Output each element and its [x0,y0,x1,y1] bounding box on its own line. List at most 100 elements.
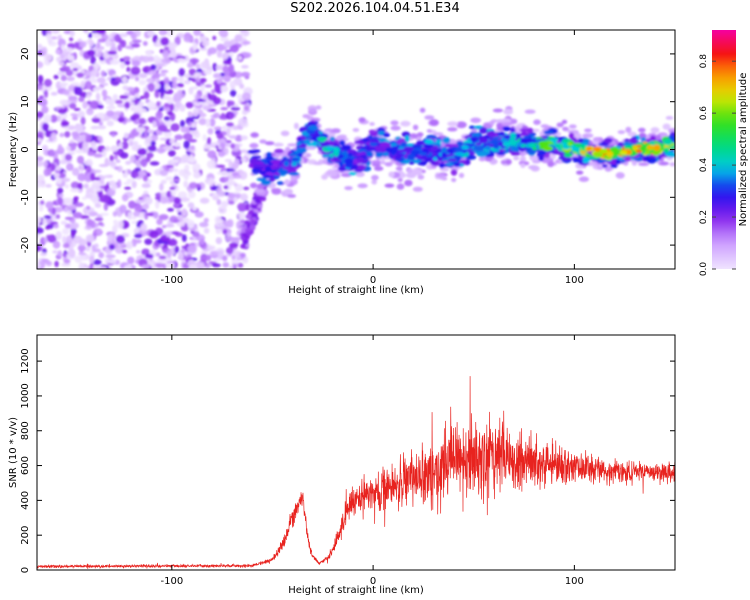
noise-speckle [195,261,203,269]
noise-speckle [73,196,79,200]
noise-speckle [93,169,102,173]
noise-speckle [74,41,79,49]
ridge-blob [380,160,386,165]
ridge-blob [374,166,384,172]
noise-speckle [138,118,146,125]
ridge-blob [361,138,370,142]
ridge-blob [502,126,511,132]
y-tick-label: 400 [20,491,31,510]
y-axis-label: Frequency (Hz) [8,112,19,188]
noise-speckle [89,212,98,216]
noise-speckle [233,103,239,108]
noise-speckle [223,73,231,83]
ridge-blob [298,144,306,148]
noise-speckle [150,140,156,147]
ridge-blob [520,131,527,137]
ridge-blob [337,154,345,158]
noise-speckle [134,167,141,173]
noise-speckle [86,219,93,226]
noise-speckle [144,238,153,245]
noise-speckle [156,39,162,47]
ridge-blob [312,161,324,166]
noise-speckle [206,137,212,145]
noise-speckle [157,147,165,154]
noise-speckle [218,46,228,51]
ridge-blob [470,117,482,124]
ridge-blob [315,105,322,110]
ridge-blob [375,151,383,158]
ridge-blob [293,122,299,130]
noise-speckle [88,32,93,39]
ridge-blob [556,144,562,148]
noise-speckle [90,183,101,190]
noise-speckle [41,105,49,114]
ridge-blob [441,146,447,153]
noise-speckle [226,140,232,144]
ridge-blob [519,138,530,144]
ridge-blob [384,183,395,188]
noise-speckle [126,66,131,72]
noise-speckle [156,63,165,67]
noise-speckle [205,118,211,128]
noise-speckle [85,165,92,173]
ridge-blob [319,138,325,143]
colorbar-tick-label: 0.2 [699,210,709,224]
y-tick-label: 1200 [20,348,31,373]
noise-speckle [153,72,161,79]
noise-speckle [81,255,86,261]
snr-frame [36,334,676,571]
noise-speckle [85,234,95,243]
ridge-blob [290,162,298,167]
noise-speckle [50,91,58,96]
noise-speckle [171,159,179,163]
ridge-blob [665,116,674,120]
ridge-blob [503,108,514,115]
noise-speckle [254,198,261,204]
noise-speckle [121,194,129,202]
noise-speckle [61,120,70,127]
colorbar [712,30,736,269]
ridge-blob [404,135,410,143]
noise-speckle [230,143,236,149]
ridge-blob [526,127,534,134]
noise-speckle [193,73,199,79]
noise-speckle [127,97,136,101]
noise-speckle [123,92,130,96]
ridge-blob [290,174,296,181]
noise-speckle [231,193,240,200]
noise-speckle [161,58,172,64]
ridge-blob [500,118,512,123]
noise-speckle [206,160,216,169]
x-tick-label: -100 [160,275,183,286]
ridge-blob [383,132,390,138]
noise-speckle [202,134,207,141]
ridge-blob [308,125,319,131]
noise-speckle [216,199,222,206]
ridge-blob [358,117,366,123]
noise-speckle [222,52,230,60]
noise-speckle [172,80,178,89]
noise-speckle [114,76,121,82]
noise-speckle [66,235,72,244]
noise-speckle [92,188,102,192]
ridge-blob [655,134,662,142]
ridge-blob [617,130,626,135]
noise-speckle [167,42,178,49]
noise-speckle [240,193,249,202]
noise-speckle [240,157,247,162]
noise-speckle [169,186,176,191]
noise-speckle [177,191,188,199]
ridge-blob [529,155,540,161]
noise-speckle [46,167,52,176]
noise-speckle [88,107,93,111]
noise-speckle [158,214,169,221]
noise-speckle [145,50,153,56]
noise-speckle [117,44,123,52]
noise-speckle [192,231,200,238]
noise-speckle [213,73,222,79]
ridge-blob [577,138,584,143]
noise-speckle [96,41,101,49]
noise-speckle [222,255,228,262]
x-tick-label: 0 [370,275,376,286]
noise-speckle [46,33,52,41]
